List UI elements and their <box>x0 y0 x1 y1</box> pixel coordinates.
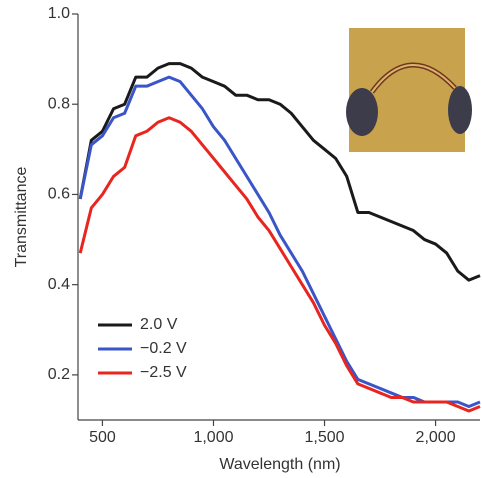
y-tick-label: 0.4 <box>48 276 70 293</box>
y-tick-label: 0.8 <box>48 95 70 112</box>
x-tick-label: 1,000 <box>193 429 233 446</box>
x-tick-label: 500 <box>89 429 116 446</box>
inset-photo <box>346 28 472 152</box>
x-axis-label: Wavelength (nm) <box>219 456 340 473</box>
series-line <box>78 116 481 413</box>
series-line <box>78 62 481 282</box>
legend-label: −2.5 V <box>140 364 187 381</box>
legend-label: −0.2 V <box>140 340 187 357</box>
y-tick-label: 0.2 <box>48 366 70 383</box>
y-tick-label: 1.0 <box>48 5 70 22</box>
x-tick-label: 1,500 <box>305 429 345 446</box>
series-line <box>78 75 481 408</box>
x-tick-label: 2,000 <box>416 429 456 446</box>
legend-label: 2.0 V <box>140 316 178 333</box>
y-axis-label: Transmittance <box>13 167 30 268</box>
y-tick-label: 0.6 <box>48 186 70 203</box>
